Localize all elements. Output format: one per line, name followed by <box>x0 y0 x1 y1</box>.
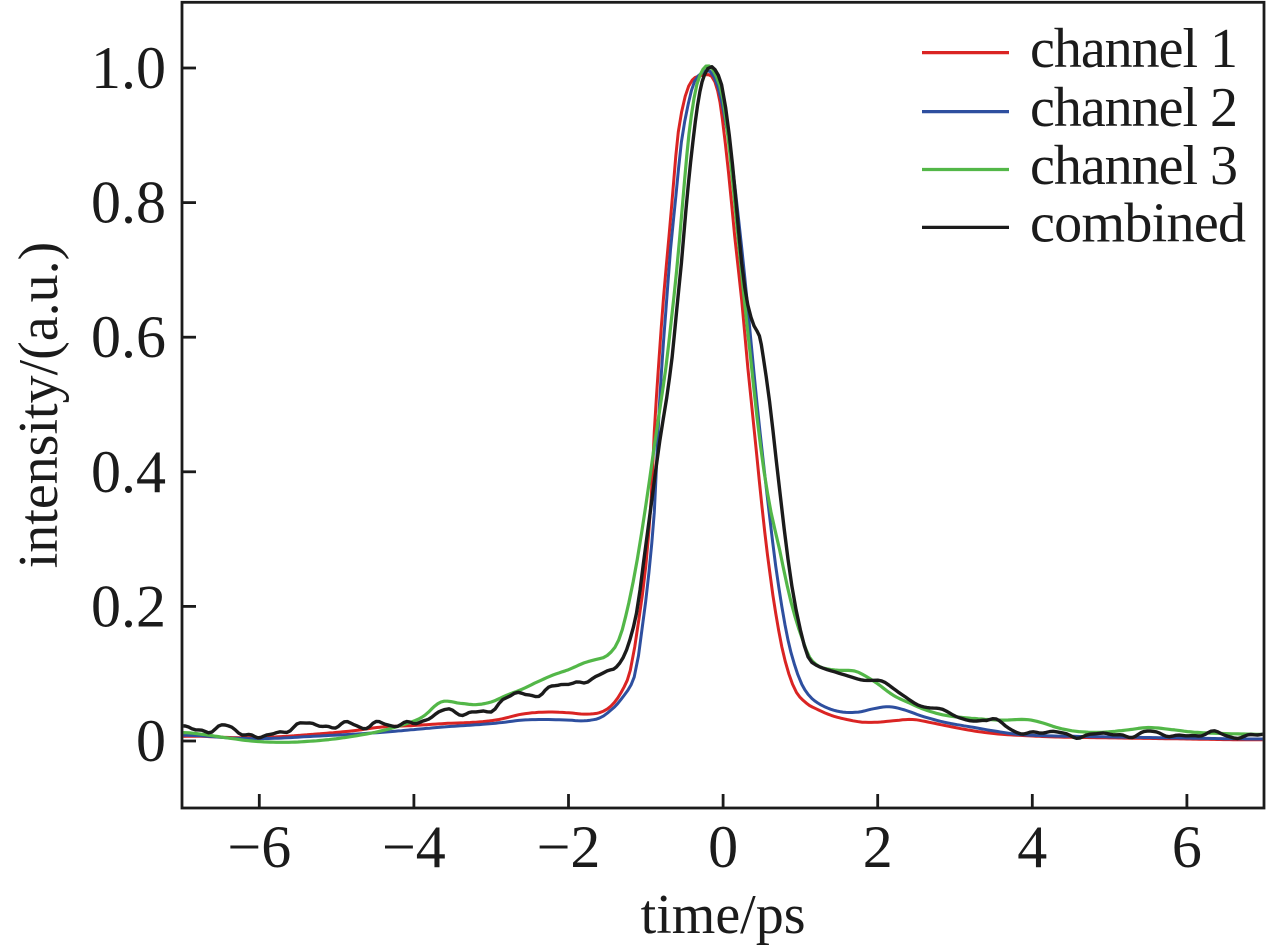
svg-text:0.4: 0.4 <box>91 439 166 505</box>
svg-text:−2: −2 <box>537 814 601 880</box>
svg-text:channel 2: channel 2 <box>1030 77 1238 139</box>
svg-text:4: 4 <box>1017 814 1047 880</box>
svg-text:combined: combined <box>1030 193 1246 255</box>
svg-text:0: 0 <box>136 708 166 774</box>
svg-text:channel 1: channel 1 <box>1030 18 1238 80</box>
svg-text:channel 3: channel 3 <box>1030 135 1238 197</box>
svg-text:6: 6 <box>1172 814 1202 880</box>
svg-text:−6: −6 <box>227 814 291 880</box>
svg-text:0.8: 0.8 <box>91 170 166 236</box>
svg-text:0.2: 0.2 <box>91 573 166 639</box>
svg-text:2: 2 <box>863 814 893 880</box>
svg-text:−4: −4 <box>382 814 446 880</box>
svg-text:time/ps: time/ps <box>641 884 806 946</box>
svg-text:0: 0 <box>708 814 738 880</box>
svg-text:intensity/(a.u.): intensity/(a.u.) <box>8 242 70 569</box>
svg-text:1.0: 1.0 <box>91 35 166 101</box>
svg-text:0.6: 0.6 <box>91 304 166 370</box>
